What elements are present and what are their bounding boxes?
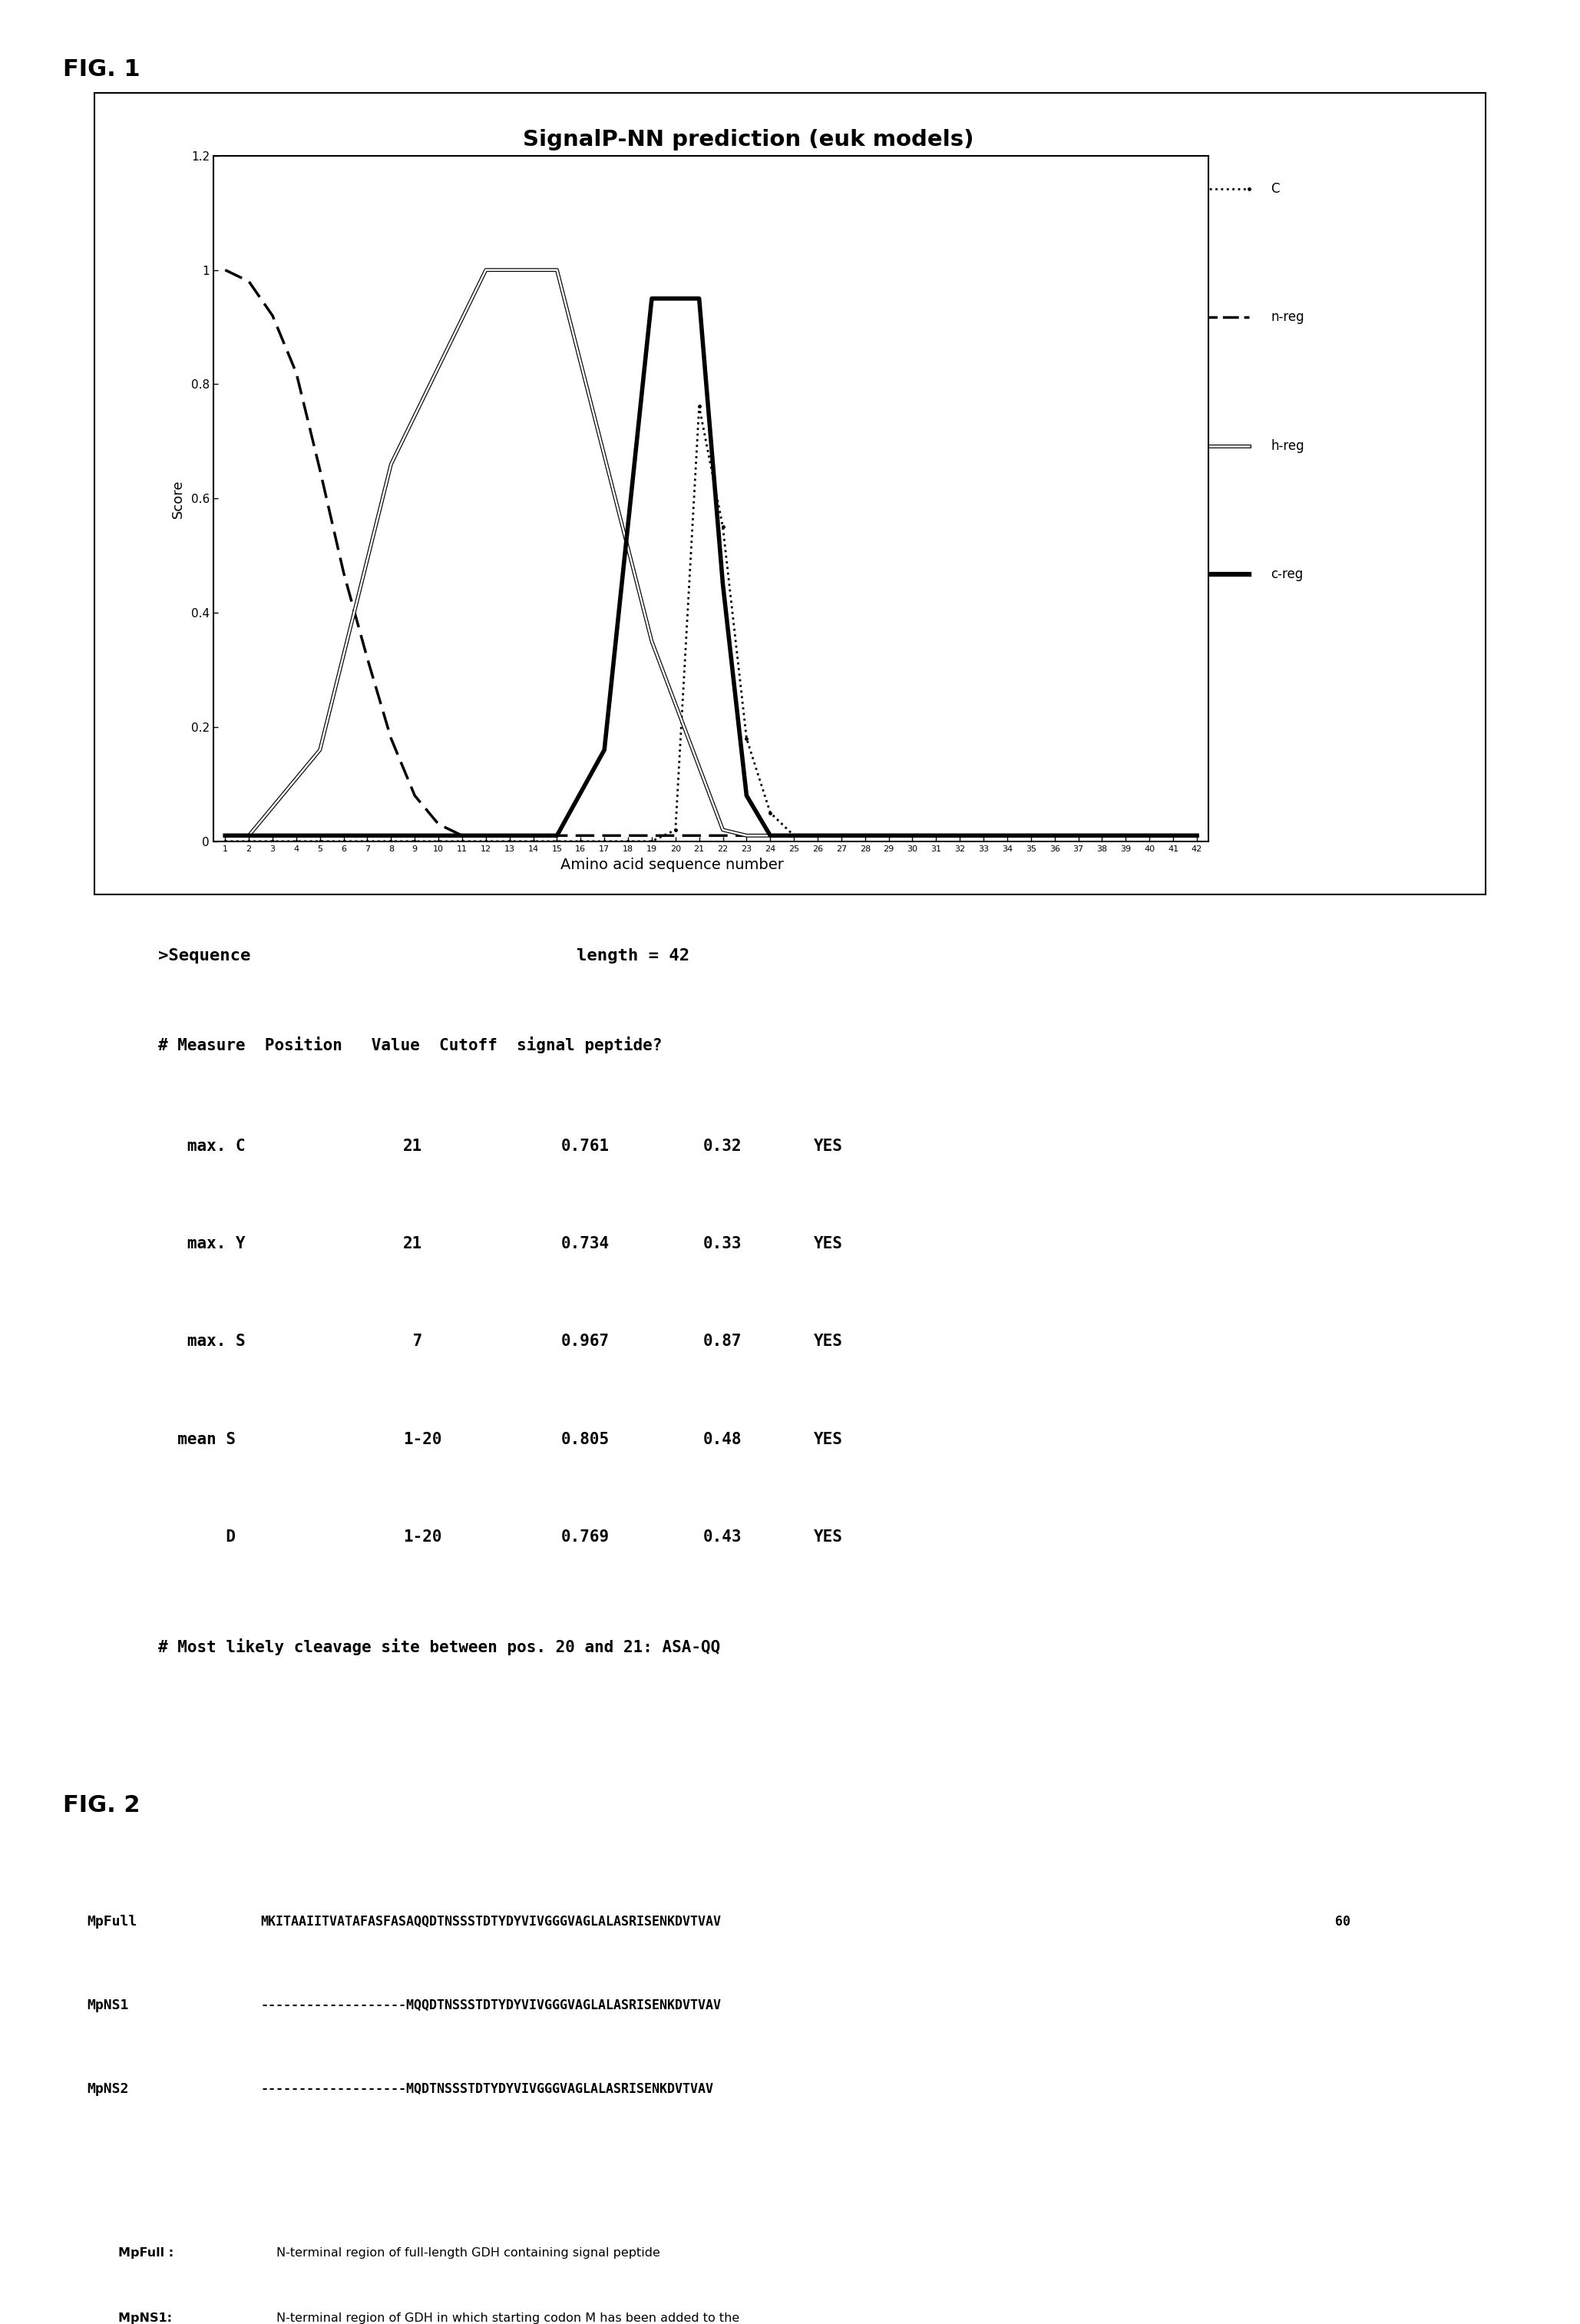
- Text: h-reg: h-reg: [1270, 439, 1305, 453]
- Text: YES: YES: [814, 1334, 842, 1350]
- Text: max. S: max. S: [158, 1334, 245, 1350]
- Text: YES: YES: [814, 1236, 842, 1253]
- Text: FIG. 1: FIG. 1: [63, 58, 141, 81]
- Text: max. C: max. C: [158, 1139, 245, 1155]
- Text: SignalP-NN prediction (euk models): SignalP-NN prediction (euk models): [523, 130, 973, 151]
- Text: 0.734: 0.734: [561, 1236, 610, 1253]
- Text: # Measure  Position   Value  Cutoff  signal peptide?: # Measure Position Value Cutoff signal p…: [158, 1037, 662, 1053]
- Text: FIG. 2: FIG. 2: [63, 1794, 141, 1817]
- Text: 0.761: 0.761: [561, 1139, 610, 1155]
- Text: Amino acid sequence number: Amino acid sequence number: [561, 858, 784, 872]
- Text: 0.48: 0.48: [703, 1432, 743, 1448]
- Text: n-reg: n-reg: [1270, 311, 1305, 325]
- Text: 0.43: 0.43: [703, 1529, 743, 1545]
- Text: MpNS1:: MpNS1:: [118, 2312, 177, 2324]
- Text: 0.769: 0.769: [561, 1529, 610, 1545]
- Text: 0.32: 0.32: [703, 1139, 743, 1155]
- Text: c-reg: c-reg: [1270, 567, 1304, 581]
- Text: # Most likely cleavage site between pos. 20 and 21: ASA-QQ: # Most likely cleavage site between pos.…: [158, 1638, 720, 1655]
- Text: MpFull: MpFull: [87, 1915, 137, 1929]
- Text: 21: 21: [403, 1139, 422, 1155]
- Text: N-terminal region of GDH in which starting codon M has been added to the: N-terminal region of GDH in which starti…: [276, 2312, 739, 2324]
- Text: length = 42: length = 42: [577, 948, 689, 964]
- Text: -------------------MQDTNSSSTDTYDYVIVGGGVAGLALASRISENKDVTVAV: -------------------MQDTNSSSTDTYDYVIVGGGV…: [261, 2082, 714, 2096]
- Text: MpNS1: MpNS1: [87, 1999, 128, 2013]
- Text: MKITAAIITVATAFASFASAQQDTNSSSTDTYDYVIVGGGVAGLALASRISENKDVTVAV: MKITAAIITVATAFASFASAQQDTNSSSTDTYDYVIVGGG…: [261, 1915, 722, 1929]
- Text: 1-20: 1-20: [403, 1432, 442, 1448]
- Text: YES: YES: [814, 1529, 842, 1545]
- Text: 0.805: 0.805: [561, 1432, 610, 1448]
- Text: C: C: [1270, 181, 1280, 195]
- Text: 60: 60: [1335, 1915, 1351, 1929]
- Text: 0.87: 0.87: [703, 1334, 743, 1350]
- Y-axis label: Score: Score: [171, 479, 185, 518]
- Text: 21: 21: [403, 1236, 422, 1253]
- Text: mean S: mean S: [158, 1432, 235, 1448]
- Text: YES: YES: [814, 1432, 842, 1448]
- Text: 0.967: 0.967: [561, 1334, 610, 1350]
- Text: 7: 7: [403, 1334, 422, 1350]
- Text: >Sequence: >Sequence: [158, 948, 250, 964]
- Text: N-terminal region of full-length GDH containing signal peptide: N-terminal region of full-length GDH con…: [276, 2247, 660, 2259]
- Text: -------------------MQQDTNSSSTDTYDYVIVGGGVAGLALASRISENKDVTVAV: -------------------MQQDTNSSSTDTYDYVIVGGG…: [261, 1999, 722, 2013]
- Text: 0.33: 0.33: [703, 1236, 743, 1253]
- Text: YES: YES: [814, 1139, 842, 1155]
- Text: D: D: [158, 1529, 235, 1545]
- Text: 1-20: 1-20: [403, 1529, 442, 1545]
- Text: MpFull :: MpFull :: [118, 2247, 179, 2259]
- Text: max. Y: max. Y: [158, 1236, 245, 1253]
- Text: MpNS2: MpNS2: [87, 2082, 128, 2096]
